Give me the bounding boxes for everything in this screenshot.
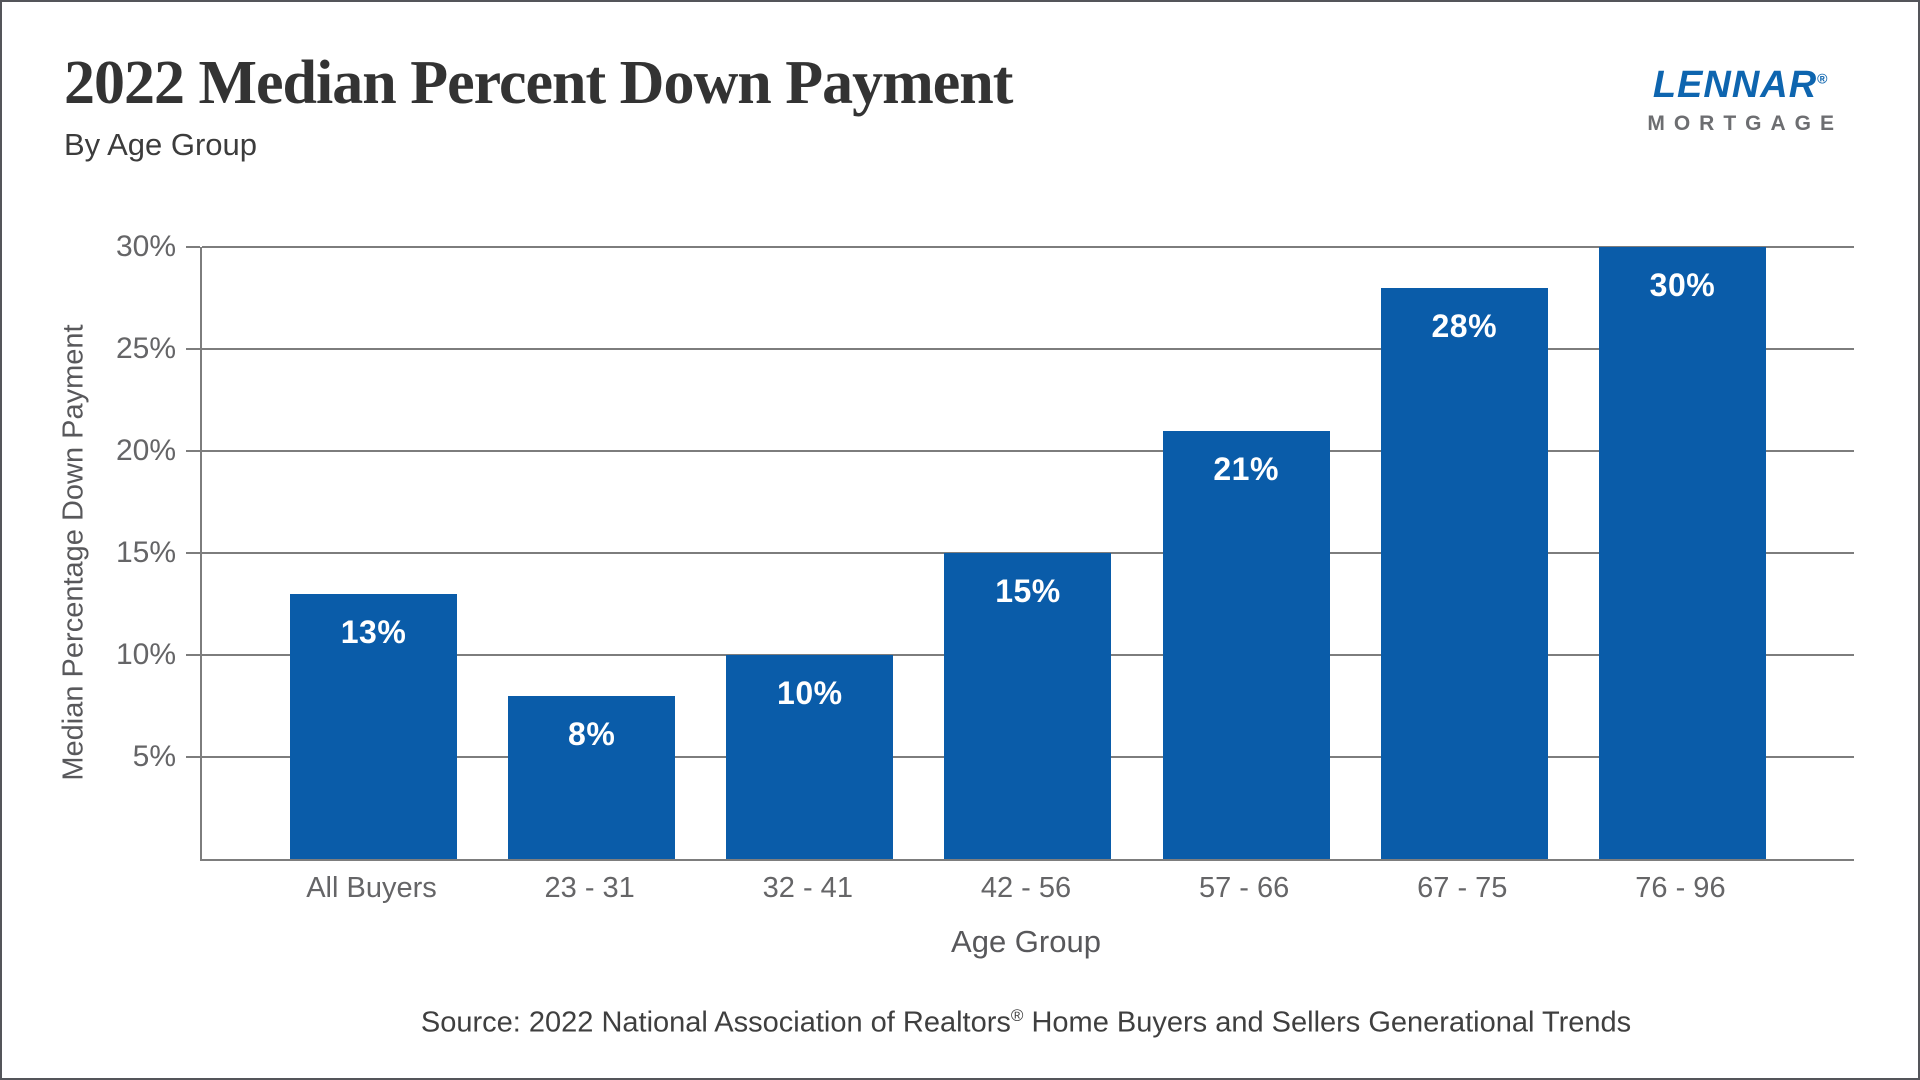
- bar-42-56: 15%: [944, 553, 1112, 859]
- y-tick-mark-20%: [186, 449, 200, 452]
- y-tick-label: 5%: [132, 740, 176, 773]
- bar-series: 13% 8% 10% 15% 21% 28% 30%: [202, 247, 1854, 859]
- bar-76-96: 30%: [1598, 247, 1766, 859]
- x-axis-title: Age Group: [951, 924, 1101, 959]
- x-tick-label: 32 - 41: [762, 872, 853, 904]
- lennar-mortgage-logo: LENNAR® MORTGAGE: [1647, 66, 1834, 136]
- source-text-suffix: Home Buyers and Sellers Generational Tre…: [1023, 1006, 1632, 1039]
- y-tick-label: 15%: [115, 536, 176, 569]
- x-axis-tick-labels: All Buyers 23 - 31 32 - 41 42 - 56 57 - 66 67…: [200, 872, 1852, 905]
- source-note: Source: 2022 National Association of Rea…: [200, 1006, 1852, 1040]
- gridline-25%: [202, 347, 1854, 350]
- y-tick-label: 20%: [115, 434, 176, 467]
- x-tick-label: 42 - 56: [980, 872, 1072, 904]
- bar-57-66: 21%: [1162, 430, 1330, 859]
- y-tick-mark-10%: [186, 653, 200, 656]
- y-tick-mark-5%: [186, 756, 200, 758]
- bar-67-75: 28%: [1380, 287, 1548, 859]
- page-title: 2022 Median Percent Down Payment: [64, 49, 1013, 117]
- y-tick-mark-30%: [186, 246, 200, 248]
- bar-23-31: 8%: [508, 695, 676, 859]
- plot-area: 13% 8% 10% 15% 21% 28% 30% 5% 10% 15% 20% 25% 30%: [116, 230, 1854, 861]
- bar-value-label: 8%: [568, 715, 616, 752]
- bar-value-label: 21%: [1213, 450, 1279, 487]
- x-tick-label: 57 - 66: [1198, 872, 1290, 904]
- y-tick-label: 25%: [115, 332, 176, 365]
- registered-mark-icon: ®: [1010, 1006, 1024, 1025]
- y-tick-label: 30%: [115, 230, 176, 263]
- bar-32-41: 10%: [726, 655, 894, 859]
- bar-value-label: 28%: [1431, 307, 1498, 344]
- x-tick-label: All Buyers: [306, 872, 437, 904]
- bar-value-label: 10%: [777, 675, 843, 711]
- bar-value-label: 30%: [1649, 267, 1716, 303]
- page-subtitle: By Age Group: [64, 126, 258, 162]
- bar-value-label: 15%: [995, 573, 1061, 609]
- y-tick-mark-25%: [186, 347, 200, 350]
- bar-value-label: 13%: [340, 613, 407, 650]
- x-tick-label: 23 - 31: [544, 872, 635, 904]
- logo-brand-word: LENNAR: [1652, 64, 1818, 106]
- y-axis-title: Median Percentage Down Payment: [57, 324, 90, 781]
- y-tick-label: 10%: [115, 638, 176, 671]
- x-tick-label: 76 - 96: [1635, 872, 1726, 904]
- gridline-20%: [202, 449, 1854, 452]
- x-tick-label: 67 - 75: [1417, 872, 1508, 904]
- bar-allbuyers: 13%: [290, 593, 457, 859]
- logo-brand-text: LENNAR®: [1647, 66, 1834, 104]
- y-tick-mark-15%: [186, 552, 200, 554]
- gridline-30%: [202, 246, 1854, 248]
- source-text: Source: 2022 National Association of Rea…: [420, 1006, 1011, 1039]
- logo-division-text: MORTGAGE: [1647, 112, 1843, 135]
- registered-mark-icon: ®: [1817, 70, 1829, 87]
- header: 2022 Median Percent Down Payment By Age …: [64, 49, 1013, 163]
